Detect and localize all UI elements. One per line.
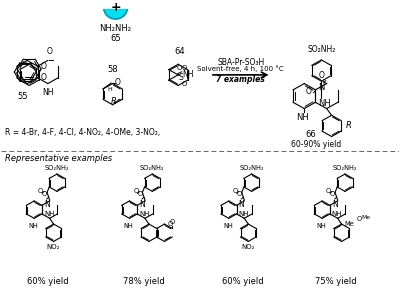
Text: O: O (168, 221, 173, 227)
Text: O: O (47, 47, 53, 55)
Text: O: O (38, 188, 43, 194)
Text: O: O (40, 62, 46, 71)
Text: N: N (139, 200, 145, 209)
Text: O: O (326, 188, 331, 194)
Text: O: O (182, 81, 187, 87)
Text: SBA-Pr-SO₃H: SBA-Pr-SO₃H (217, 58, 264, 67)
Text: 60-90% yield: 60-90% yield (291, 140, 341, 149)
Text: O: O (182, 65, 187, 71)
Text: N: N (238, 200, 244, 209)
Text: R = 4-Br, 4-F, 4-Cl, 4-NO₂, 4-OMe, 3-NO₂,: R = 4-Br, 4-F, 4-Cl, 4-NO₂, 4-OMe, 3-NO₂… (5, 128, 161, 137)
Text: NH: NH (316, 223, 326, 229)
Text: H: H (108, 87, 112, 92)
Text: NH: NH (139, 211, 150, 217)
Text: Me: Me (344, 221, 354, 227)
Text: SO₂NH₂: SO₂NH₂ (333, 165, 357, 171)
Text: NH: NH (223, 223, 233, 229)
Text: NH₂NH₂: NH₂NH₂ (100, 24, 132, 33)
Text: O: O (306, 87, 312, 96)
Text: N: N (318, 84, 325, 92)
Text: 60% yield: 60% yield (27, 277, 69, 286)
Text: SO₂NH₂: SO₂NH₂ (239, 165, 264, 171)
Text: Solvent-free, 4 h, 100 °C: Solvent-free, 4 h, 100 °C (198, 65, 284, 71)
Text: 58: 58 (107, 65, 118, 74)
Text: R: R (111, 97, 117, 106)
Text: 75% yield: 75% yield (315, 277, 357, 286)
Text: NH: NH (296, 113, 309, 122)
Text: O: O (177, 65, 182, 71)
Text: 55: 55 (17, 92, 28, 101)
Text: O: O (232, 188, 238, 194)
Text: N: N (332, 200, 338, 209)
Text: N: N (44, 200, 50, 209)
Text: O: O (133, 188, 138, 194)
Text: NH: NH (28, 223, 38, 229)
Text: Me: Me (361, 215, 370, 221)
Text: 78% yield: 78% yield (122, 277, 164, 286)
Text: O: O (115, 78, 121, 87)
Text: O: O (330, 191, 335, 197)
Text: O: O (170, 218, 175, 225)
Text: +: + (110, 1, 121, 14)
Circle shape (104, 0, 128, 19)
Text: SO₂NH₂: SO₂NH₂ (45, 165, 69, 171)
Text: NH: NH (332, 211, 342, 217)
Text: NO₂: NO₂ (242, 244, 255, 250)
Text: O: O (357, 216, 362, 222)
Text: O: O (40, 73, 46, 82)
Text: NH: NH (318, 99, 331, 108)
Text: 64: 64 (175, 47, 186, 56)
Text: NH: NH (183, 71, 194, 79)
Text: O: O (237, 191, 242, 197)
Text: 65: 65 (110, 34, 121, 43)
Text: Representative examples: Representative examples (5, 154, 112, 163)
Text: O: O (137, 191, 143, 197)
Text: NH: NH (42, 88, 54, 97)
Text: SO₂NH₂: SO₂NH₂ (140, 165, 165, 171)
Text: NO₂: NO₂ (47, 244, 60, 250)
Text: NH: NH (124, 223, 133, 229)
Text: S: S (179, 73, 184, 81)
Text: O: O (42, 191, 47, 197)
Text: 60% yield: 60% yield (222, 277, 264, 286)
Text: NH: NH (238, 211, 249, 217)
Text: 66: 66 (306, 130, 316, 139)
Text: SO₂NH₂: SO₂NH₂ (307, 45, 336, 54)
Text: NH: NH (44, 211, 54, 217)
Text: O: O (319, 71, 325, 80)
Text: R: R (346, 121, 351, 130)
Text: 7 examples: 7 examples (216, 75, 265, 84)
